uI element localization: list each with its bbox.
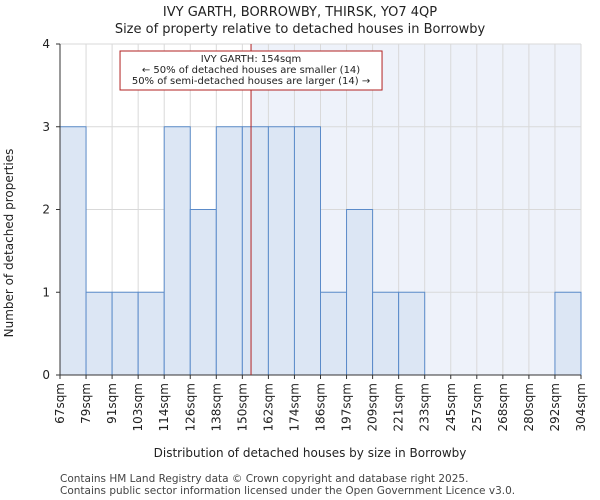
x-tick-label: 257sqm bbox=[470, 383, 484, 431]
x-tick-label: 91sqm bbox=[105, 383, 119, 424]
bar bbox=[163, 126, 191, 376]
x-tick-label: 67sqm bbox=[53, 383, 67, 424]
bar bbox=[398, 291, 426, 376]
chart-subtitle: Size of property relative to detached ho… bbox=[115, 22, 486, 37]
x-tick-label: 174sqm bbox=[287, 383, 301, 431]
bar bbox=[554, 291, 582, 376]
y-tick-label: 0 bbox=[42, 368, 50, 382]
x-tick-label: 245sqm bbox=[444, 383, 458, 431]
annotation-line: 50% of semi-detached houses are larger (… bbox=[132, 76, 370, 87]
y-tick-label: 2 bbox=[42, 203, 50, 217]
bar bbox=[346, 209, 374, 376]
annotation-line: ← 50% of detached houses are smaller (14… bbox=[142, 65, 360, 76]
x-tick-label: 162sqm bbox=[261, 383, 275, 431]
x-tick-label: 280sqm bbox=[522, 383, 536, 431]
x-axis-label: Distribution of detached houses by size … bbox=[154, 446, 467, 460]
x-tick-label: 126sqm bbox=[183, 383, 197, 431]
x-tick-label: 138sqm bbox=[209, 383, 223, 431]
x-tick-label: 103sqm bbox=[131, 383, 145, 431]
y-tick-label: 1 bbox=[42, 285, 50, 299]
bar bbox=[215, 126, 243, 376]
annotation-line: IVY GARTH: 154sqm bbox=[201, 54, 301, 65]
bar bbox=[189, 209, 217, 376]
x-tick-label: 221sqm bbox=[392, 383, 406, 431]
x-tick-label: 197sqm bbox=[340, 383, 354, 431]
bar bbox=[372, 291, 400, 376]
bar bbox=[320, 291, 348, 376]
plot-area: 0 1 2 3 4 67sqm 79sqm 91sqm 103sqm 114sqm 126sqm 13… bbox=[42, 37, 588, 431]
x-tick-label: 304sqm bbox=[574, 383, 588, 431]
bar bbox=[241, 126, 269, 376]
x-tick-label: 209sqm bbox=[366, 383, 380, 431]
x-tick-label: 268sqm bbox=[496, 383, 510, 431]
footer-line-1: Contains HM Land Registry data © Crown c… bbox=[60, 473, 468, 485]
bar bbox=[267, 126, 295, 376]
bar bbox=[59, 126, 87, 376]
x-tick-label: 150sqm bbox=[235, 383, 249, 431]
footer-line-2: Contains public sector information licen… bbox=[60, 485, 515, 497]
annotation-box bbox=[119, 50, 383, 91]
bar bbox=[85, 291, 113, 376]
x-tick-label: 186sqm bbox=[314, 383, 328, 431]
y-tick-label: 4 bbox=[42, 37, 50, 51]
x-tick-label: 79sqm bbox=[79, 383, 93, 424]
bar bbox=[111, 291, 139, 376]
x-tick-label: 114sqm bbox=[157, 383, 171, 431]
bar bbox=[137, 291, 165, 376]
chart-title: IVY GARTH, BORROWBY, THIRSK, YO7 4QP bbox=[163, 5, 437, 20]
y-axis-label: Number of detached properties bbox=[2, 149, 16, 338]
x-tick-label: 292sqm bbox=[548, 383, 562, 431]
y-tick-label: 3 bbox=[42, 120, 50, 134]
bar bbox=[293, 126, 322, 376]
x-tick-label: 233sqm bbox=[418, 383, 432, 431]
